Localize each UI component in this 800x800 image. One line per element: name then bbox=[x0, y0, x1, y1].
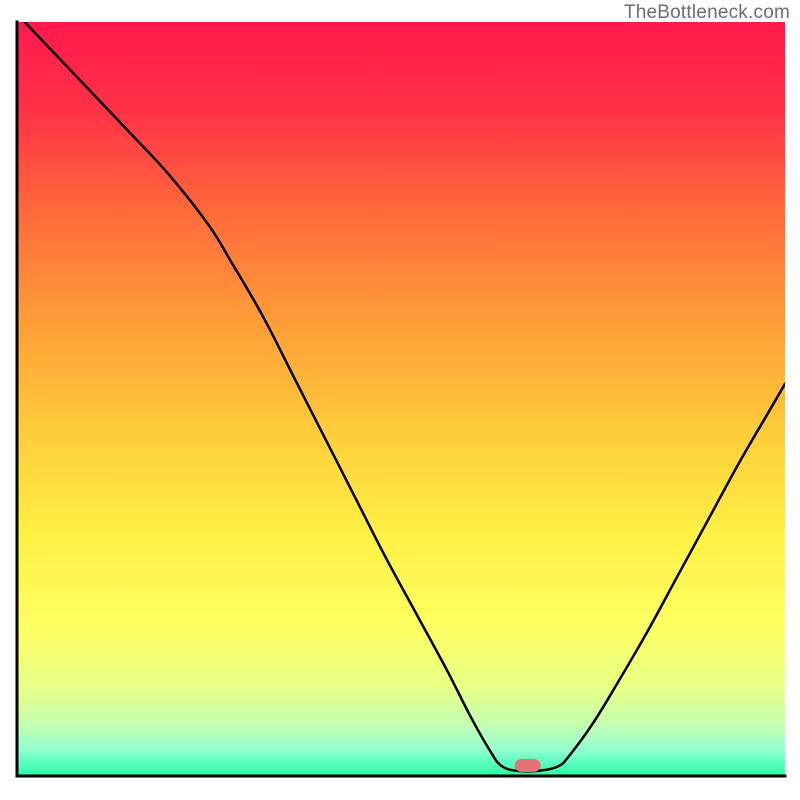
optimum-marker bbox=[515, 759, 541, 772]
bottleneck-chart bbox=[0, 0, 800, 800]
chart-container: TheBottleneck.com bbox=[0, 0, 800, 800]
watermark-text: TheBottleneck.com bbox=[624, 2, 790, 24]
